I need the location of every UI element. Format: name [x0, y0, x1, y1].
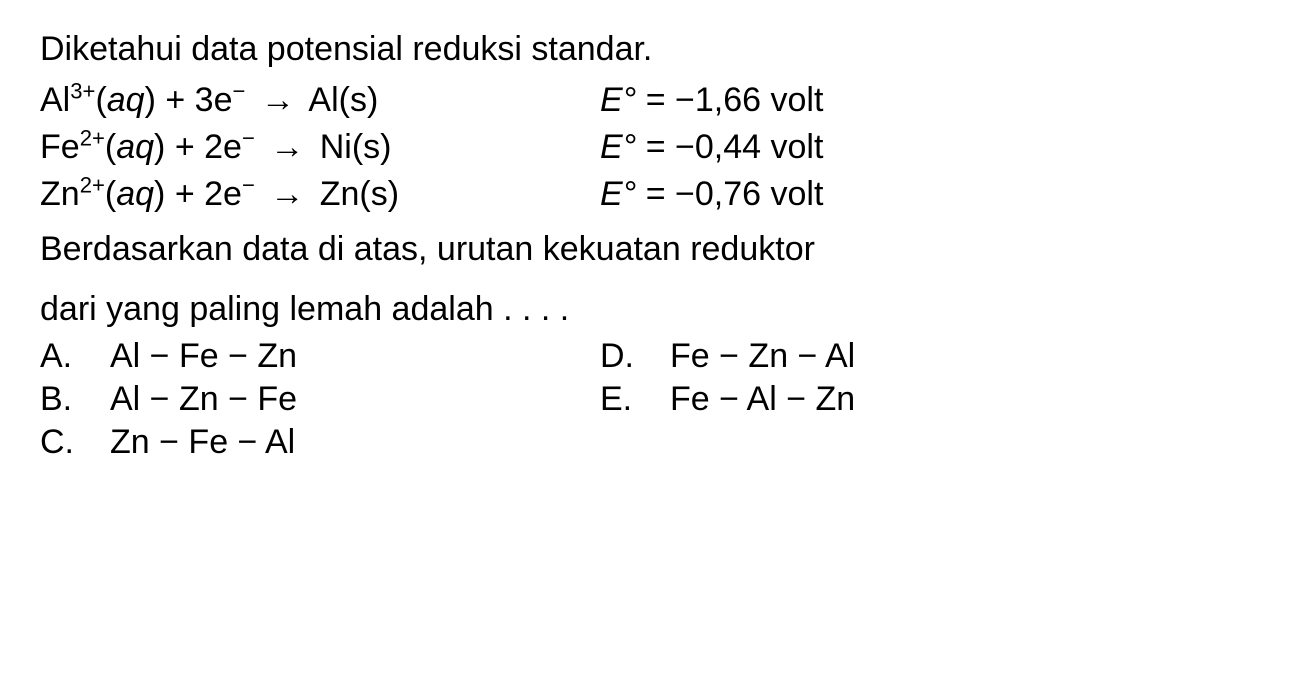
option-row: B.Al − Zn − Fe — [40, 380, 600, 419]
question-container: Diketahui data potensial reduksi standar… — [40, 30, 1268, 466]
option-row: A.Al − Fe − Zn — [40, 337, 600, 376]
option-text: Fe − Al − Zn — [670, 380, 855, 419]
option-letter: E. — [600, 380, 670, 419]
option-row: D.Fe − Zn − Al — [600, 337, 855, 376]
options-left-column: A.Al − Fe − ZnB.Al − Zn − FeC.Zn − Fe − … — [40, 337, 600, 466]
equation-row: Zn2+(aq) + 2e− → Zn(s)E° = −0,76 volt — [40, 175, 1268, 214]
equation-potential: E° = −1,66 volt — [600, 81, 823, 120]
question-text-line1: Berdasarkan data di atas, urutan kekuata… — [40, 226, 1268, 274]
equation-row: Fe2+(aq) + 2e− → Ni(s)E° = −0,44 volt — [40, 128, 1268, 167]
option-row: C.Zn − Fe − Al — [40, 423, 600, 462]
option-text: Fe − Zn − Al — [670, 337, 855, 376]
equation-potential: E° = −0,44 volt — [600, 128, 823, 167]
option-letter: D. — [600, 337, 670, 376]
option-row: E.Fe − Al − Zn — [600, 380, 855, 419]
equation-row: Al3+(aq) + 3e− → Al(s)E° = −1,66 volt — [40, 81, 1268, 120]
arrow-icon: → — [264, 128, 310, 167]
options-container: A.Al − Fe − ZnB.Al − Zn − FeC.Zn − Fe − … — [40, 337, 1268, 466]
option-letter: A. — [40, 337, 110, 376]
option-text: Al − Zn − Fe — [110, 380, 297, 419]
arrow-icon: → — [264, 175, 310, 214]
option-text: Zn − Fe − Al — [110, 423, 295, 462]
question-text-line2: dari yang paling lemah adalah . . . . — [40, 286, 1268, 334]
intro-text: Diketahui data potensial reduksi standar… — [40, 30, 1268, 69]
options-right-column: D.Fe − Zn − AlE.Fe − Al − Zn — [600, 337, 855, 466]
option-letter: C. — [40, 423, 110, 462]
option-letter: B. — [40, 380, 110, 419]
equation-list: Al3+(aq) + 3e− → Al(s)E° = −1,66 voltFe2… — [40, 81, 1268, 214]
equation-potential: E° = −0,76 volt — [600, 175, 823, 214]
equation-reaction: Al3+(aq) + 3e− → Al(s) — [40, 81, 600, 120]
arrow-icon: → — [255, 81, 301, 120]
option-text: Al − Fe − Zn — [110, 337, 297, 376]
equation-reaction: Fe2+(aq) + 2e− → Ni(s) — [40, 128, 600, 167]
equation-reaction: Zn2+(aq) + 2e− → Zn(s) — [40, 175, 600, 214]
